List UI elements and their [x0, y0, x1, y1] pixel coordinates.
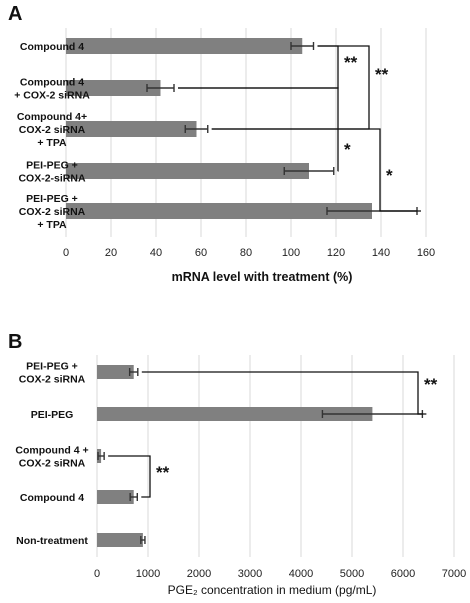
panel-b-significance-label: ** [424, 375, 438, 394]
panel-b-x-tick-label: 2000 [187, 568, 211, 580]
panel-b-category-label: PEI-PEG [31, 409, 74, 421]
panel-a-significance-bracket [211, 128, 421, 212]
panel-b-bar [97, 533, 143, 547]
panel-b-x-tick-label: 1000 [136, 568, 160, 580]
panel-b-category-label: PEI-PEG + COX-2 siRNA [19, 361, 86, 386]
panel-a-category-label: Compound 4 + COX-2 siRNA [14, 77, 90, 102]
panel-a-significance-label: ** [375, 65, 389, 84]
panel-a-category-label-line: + TPA [37, 219, 67, 231]
panel-a-significance-label: ** [344, 53, 358, 72]
panel-a-category-label-line: + COX-2 siRNA [14, 90, 90, 102]
panel-b-x-tick-label: 6000 [391, 568, 415, 580]
panel-b-bar [97, 407, 373, 421]
panel-b-category-label-line: PEI-PEG [31, 409, 74, 421]
panel-a-category-label-line: COX-2 siRNA [19, 206, 86, 218]
panel-b-significance-bracket [108, 455, 151, 498]
panel-b-category-label-line: Non-treatment [16, 535, 88, 547]
panel-a-bar [66, 163, 309, 179]
panel-a-category-label-line: Compound 4 [20, 41, 84, 53]
panel-letter-b: B [8, 331, 22, 353]
panel-a-category-label-line: COX-2-siRNA [18, 173, 86, 185]
panel-b-category-label: Non-treatment [16, 535, 88, 547]
panel-a-category-label: PEI-PEG + COX-2 siRNA + TPA [19, 193, 86, 231]
panel-a-x-tick-label: 0 [63, 247, 69, 259]
panel-b-category-label-line: PEI-PEG + [26, 361, 78, 373]
panel-b-category-label: Compound 4 [20, 492, 84, 504]
panel-a-category-label-line: COX-2 siRNA [19, 124, 86, 136]
panel-b-bar [97, 365, 134, 379]
panel-b-category-label-line: COX-2 siRNA [19, 458, 86, 470]
panel-b-bar [97, 490, 134, 504]
panel-a-bar [66, 203, 372, 219]
panel-a-x-tick-label: 80 [240, 247, 252, 259]
panel-b-x-axis-label: PGE₂ concentration in medium (pg/mL) [168, 583, 377, 597]
panel-b-x-tick-label: 5000 [340, 568, 364, 580]
panel-a-bar [66, 38, 303, 54]
panel-a-category-label-line: Compound 4+ [17, 111, 87, 123]
panel-a-x-tick-label: 20 [105, 247, 117, 259]
panel-a-x-tick-label: 40 [150, 247, 162, 259]
panel-b-category-label-line: Compound 4 [20, 492, 84, 504]
panel-b-x-tick-label: 4000 [289, 568, 313, 580]
panel-a-x-tick-label: 120 [327, 247, 345, 259]
panel-a-x-tick-label: 60 [195, 247, 207, 259]
panel-b-category-label-line: Compound 4 + [15, 445, 88, 457]
panel-b-category-label: Compound 4 + COX-2 siRNA [15, 445, 88, 470]
panel-a-category-label: Compound 4+ COX-2 siRNA + TPA [17, 111, 87, 149]
panel-a-category-label: PEI-PEG + COX-2-siRNA [18, 160, 86, 185]
panel-b-significance-label: ** [156, 463, 170, 482]
panel-a-category-label-line: + TPA [37, 137, 67, 149]
panel-a-category-label: Compound 4 [20, 41, 84, 53]
panel-a-x-axis-label: mRNA level with treatment (%) [172, 270, 353, 284]
panel-b-x-tick-label: 0 [94, 568, 100, 580]
panel-a-bar [66, 80, 161, 96]
panel-a-x-tick-label: 140 [372, 247, 390, 259]
panel-a-category-label-line: PEI-PEG + [26, 160, 78, 172]
panel-b-x-tick-label: 3000 [238, 568, 262, 580]
panel-letter-a: A [8, 3, 22, 25]
panel-a-significance-label: * [386, 166, 393, 185]
panel-a-significance-label: * [344, 140, 351, 159]
panel-a-category-label-line: Compound 4 [20, 77, 84, 89]
panel-b-category-label-line: COX-2 siRNA [19, 374, 86, 386]
panel-b-significance-bracket [141, 371, 427, 415]
panel-a-x-tick-label: 160 [417, 247, 435, 259]
panel-a-category-label-line: PEI-PEG + [26, 193, 78, 205]
panel-a-bar [66, 121, 197, 137]
panel-b-x-tick-label: 7000 [442, 568, 466, 580]
panel-a-x-tick-label: 100 [282, 247, 300, 259]
